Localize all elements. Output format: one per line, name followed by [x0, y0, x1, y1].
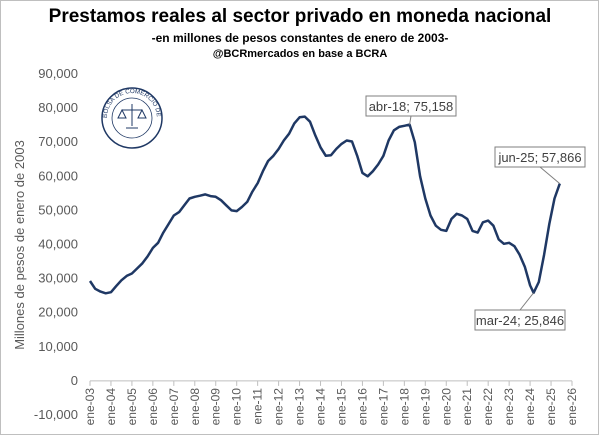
x-tick-label: ene-10 [230, 388, 244, 426]
x-tick-label: ene-12 [272, 388, 286, 426]
x-tick-label: ene-24 [523, 388, 537, 426]
y-tick-label: 50,000 [38, 202, 78, 217]
x-tick-label: ene-14 [314, 388, 328, 426]
y-tick-label: -10,000 [34, 407, 78, 422]
chart-subtitle: -en millones de pesos constantes de ener… [152, 31, 449, 45]
x-tick-label: ene-08 [188, 388, 202, 426]
x-tick-label: ene-03 [83, 388, 97, 426]
x-tick-label: ene-22 [481, 388, 495, 426]
annotation-label: jun-25; 57,866 [497, 150, 581, 165]
y-tick-label: 40,000 [38, 237, 78, 252]
x-tick-label: ene-21 [460, 388, 474, 426]
x-tick-label: ene-18 [397, 388, 411, 426]
x-tick-label: ene-04 [104, 388, 118, 426]
x-tick-label: ene-15 [334, 388, 348, 426]
x-tick-label: ene-13 [293, 388, 307, 426]
x-tick-label: ene-20 [439, 388, 453, 426]
x-tick-label: ene-09 [209, 388, 223, 426]
y-tick-label: 20,000 [38, 305, 78, 320]
y-tick-label: 10,000 [38, 339, 78, 354]
x-tick-label: ene-26 [565, 388, 579, 426]
y-tick-label: 60,000 [38, 168, 78, 183]
y-tick-label: 80,000 [38, 100, 78, 115]
y-tick-label: 30,000 [38, 271, 78, 286]
chart-title: Prestamos reales al sector privado en mo… [49, 6, 552, 27]
y-axis-label: Millones de pesos de enero de 2003 [12, 140, 27, 350]
annotation-label: mar-24; 25,846 [476, 313, 564, 328]
x-tick-label: ene-23 [502, 388, 516, 426]
x-tick-label: ene-07 [167, 388, 181, 426]
x-tick-label: ene-05 [125, 388, 139, 426]
source: @BCRmercados en base a BCRA [213, 48, 388, 60]
x-tick-label: ene-19 [418, 388, 432, 426]
x-tick-label: ene-25 [544, 388, 558, 426]
x-tick-label: ene-06 [146, 388, 160, 426]
x-tick-label: ene-17 [376, 388, 390, 426]
y-tick-label: 70,000 [38, 134, 78, 149]
annotation-label: abr-18; 75,158 [369, 99, 454, 114]
y-tick-label: 0 [71, 373, 78, 388]
x-tick-label: ene-11 [251, 388, 265, 425]
y-tick-label: 90,000 [38, 66, 78, 81]
x-tick-label: ene-16 [355, 388, 369, 426]
